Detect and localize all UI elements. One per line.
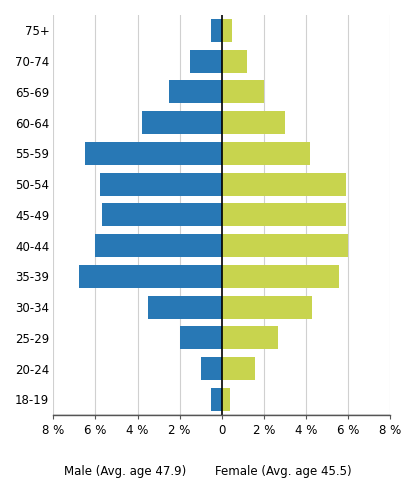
Bar [96,234,222,257]
Bar [190,50,222,73]
Bar [100,172,222,195]
Bar [222,388,230,411]
Bar [222,296,312,319]
Bar [211,388,222,411]
Bar [222,172,346,195]
Bar [201,357,222,380]
Bar [222,234,348,257]
Bar [102,203,222,226]
Bar [222,142,310,165]
Bar [79,265,222,288]
Bar [180,327,222,350]
Bar [222,265,339,288]
Bar [142,111,222,134]
Bar [222,327,278,350]
Bar [148,296,222,319]
Bar [85,142,222,165]
Text: Male (Avg. age 47.9): Male (Avg. age 47.9) [64,465,186,478]
Bar [222,203,346,226]
Bar [222,50,247,73]
Bar [169,81,222,104]
Text: Female (Avg. age 45.5): Female (Avg. age 45.5) [215,465,351,478]
Bar [222,357,255,380]
Bar [222,111,285,134]
Bar [222,81,264,104]
Bar [222,19,232,42]
Bar [211,19,222,42]
